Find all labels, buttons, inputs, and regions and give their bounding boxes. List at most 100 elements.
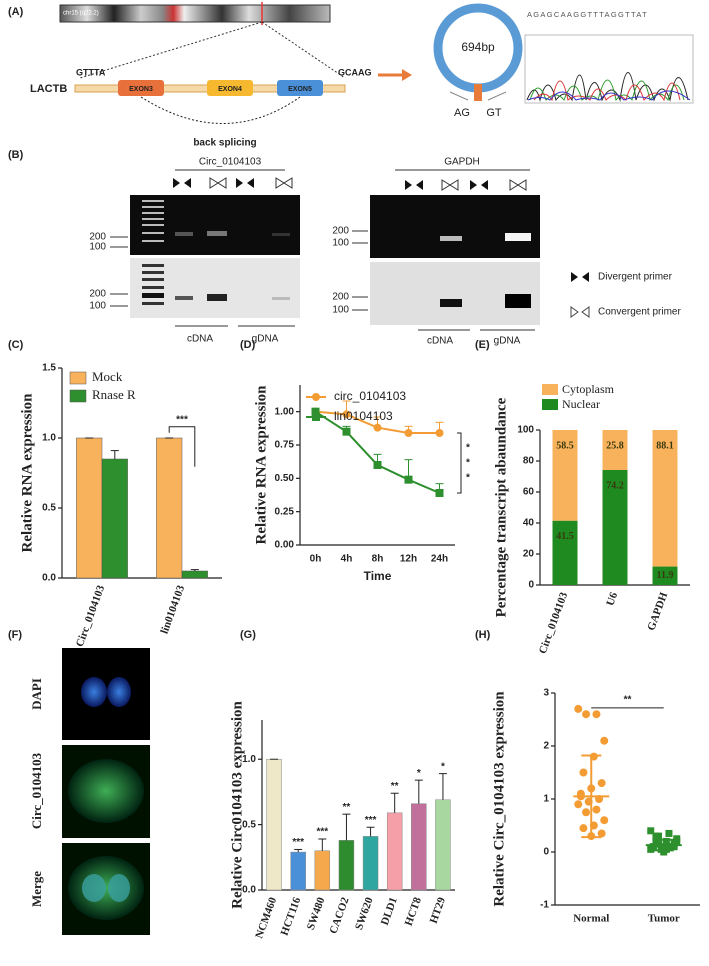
marker-label: 200 [332,226,349,237]
nucleus [107,677,131,707]
panel-b: Circ_0104103 GAPDH 200 [89,157,681,347]
significance: * [466,443,470,454]
bar [290,851,306,891]
x-tick-label: 0h [310,554,322,565]
point [600,736,609,745]
x-tick-label: HCT116 [279,895,304,937]
exon-label: EXON4 [218,86,242,93]
significance-bracket [168,426,196,467]
point [579,768,588,777]
marker [404,475,413,484]
zoom-line [79,21,263,79]
y-axis-label: Relative RNA expression [19,393,35,553]
x-tick-label: GAPDH [645,590,670,632]
sequence: AGAGCAAGGTTTAGGTTAT [527,10,648,19]
data-label: 11.9 [657,570,674,581]
junction [474,84,482,101]
x-tick-label: 12h [400,554,417,565]
point [662,837,670,845]
bar [156,437,183,579]
marker [342,410,351,419]
bar [266,758,282,891]
x-tick-label: NCM460 [253,895,279,940]
bar-segment [652,566,678,585]
y-tick-label: 1.0 [42,433,56,444]
marker [435,489,444,497]
bar-segment [552,520,578,585]
exon [207,80,253,96]
significance: * [466,473,470,484]
group-label: cDNA [187,334,213,345]
y-tick-label: 20 [523,549,535,560]
point [579,824,588,833]
point [574,800,583,809]
point [649,843,657,851]
marker [435,429,444,437]
point [660,848,668,856]
data-label: 41.5 [556,531,574,542]
point [600,816,609,825]
gel-title: GAPDH [444,157,480,168]
y-tick-label: 0 [543,847,549,858]
y-tick-label: 0.0 [42,573,56,584]
x-tick-label: SW620 [353,895,376,931]
marker-label: 100 [332,238,349,249]
y-tick-label: 2 [543,741,549,752]
y-tick-label: 0.25 [275,506,295,517]
y-axis-label: Relative Circ_0104103 expression [491,691,507,907]
exon-label: EXON5 [288,86,312,93]
panel-f: DAPI Circ_0104103 Merge [29,648,150,935]
row-label: Merge [29,871,44,907]
y-tick-label: 0 [528,580,534,591]
bar [411,803,427,891]
panel-label: (E) [475,339,490,351]
legend-label: Nuclear [562,397,600,411]
point [597,829,606,838]
y-axis-label: Relative Circ0104103 expression [229,700,245,908]
x-tick-label: Circ_0104103 [74,583,108,648]
legend-label: Mock [92,369,123,384]
gel [370,262,540,325]
significance: ** [343,802,351,813]
point [574,704,583,713]
x-axis-label: Time [364,569,392,583]
y-tick-label: 60 [523,487,535,498]
panel-label: (H) [475,629,491,641]
legend-marker [312,393,320,401]
y-tick-label: -1 [540,900,549,911]
x-tick-label: DLD1 [379,896,400,927]
group-label: gDNA [252,334,279,345]
splice-arc [140,96,301,124]
row-label: Circ_0104103 [29,752,44,829]
bar [314,850,331,891]
primer-icons [173,178,488,190]
x-tick-label: HT29 [428,895,449,925]
legend-icon [570,306,590,318]
marker-label: 100 [89,242,106,253]
bar-segment [602,469,628,585]
legend-label: Rnase R [92,387,136,402]
y-tick-label: 1.0 [242,754,256,765]
panel-label: (B) [8,149,24,161]
y-tick-label: 0.50 [275,473,295,484]
y-tick-label: 0.5 [42,503,56,514]
y-tick-label: 1 [543,794,549,805]
legend-swatch [69,371,87,385]
circ-size: 694bp [461,40,495,54]
group-label: cDNA [427,336,453,347]
sequence-left: GTTTA [76,67,106,77]
group-label: gDNA [494,336,521,347]
bar-segment [652,430,678,567]
marker [342,427,351,436]
junction-label: AG [454,107,470,119]
point [673,837,681,845]
ladder [142,200,164,242]
marker-label: 200 [332,292,349,303]
legend-swatch [542,384,558,395]
y-tick-label: 0.0 [242,885,256,896]
point [582,808,591,817]
y-tick-label: 1.5 [42,363,56,374]
bar [101,458,128,579]
significance: *** [316,827,328,838]
exon-label: EXON3 [129,86,153,93]
